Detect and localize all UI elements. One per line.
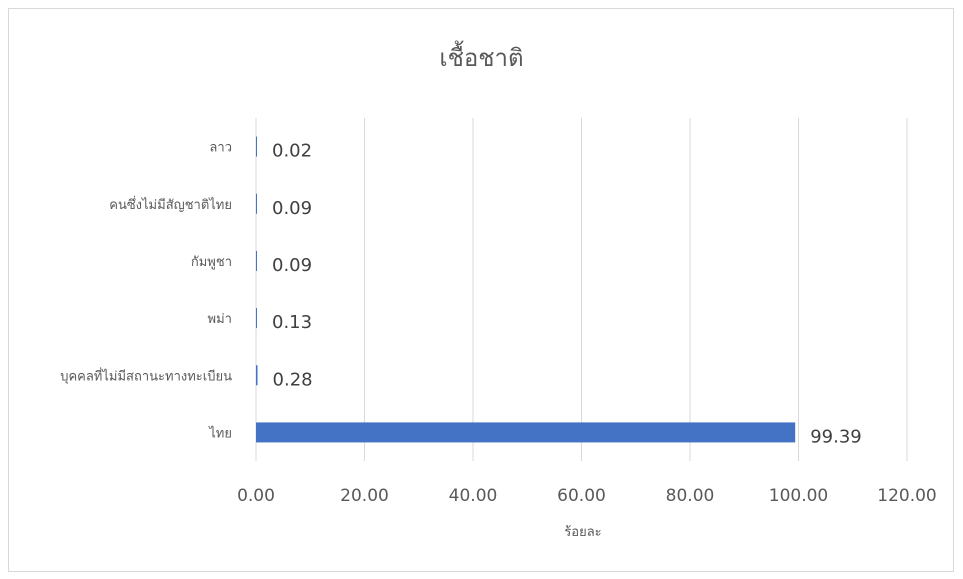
data-label: 0.09 [272,255,312,276]
x-tick-label: 100.00 [769,486,828,506]
bars [256,136,796,443]
gridlines [255,118,908,461]
category-label: คนซึ่งไม่มีสัญชาติไทย [109,196,232,213]
category-label: พม่า [208,312,232,327]
category-label: บุคคลที่ไม่มีสถานะทางทะเบียน [60,367,232,384]
bar [256,365,258,386]
category-label: ไทย [208,425,232,441]
bar [256,250,257,271]
x-tick-label: 40.00 [449,486,498,506]
chart-frame [8,8,954,572]
x-tick-label: 80.00 [666,486,715,506]
data-label: 0.02 [272,141,312,162]
x-tick-label: 120.00 [877,486,936,506]
data-label: 99.39 [810,426,862,447]
data-label: 0.13 [272,312,312,333]
data-label: 0.09 [272,198,312,219]
labels: 0.00 20.00 40.00 60.00 80.00 100.00 120.00 ไทย 9… [60,141,937,506]
x-axis-title: ร้อยละ [564,525,601,540]
bar [256,193,257,214]
data-label: 0.28 [273,369,313,390]
x-tick-label: 20.00 [340,486,389,506]
bar [256,422,796,443]
category-label: กัมพูชา [191,255,232,270]
bar [256,308,257,329]
x-tick-label: 0.00 [237,486,275,506]
chart-title: เชื้อชาติ [439,44,524,72]
x-tick-label: 60.00 [557,486,606,506]
bar [256,136,257,157]
category-label: ลาว [209,141,232,156]
